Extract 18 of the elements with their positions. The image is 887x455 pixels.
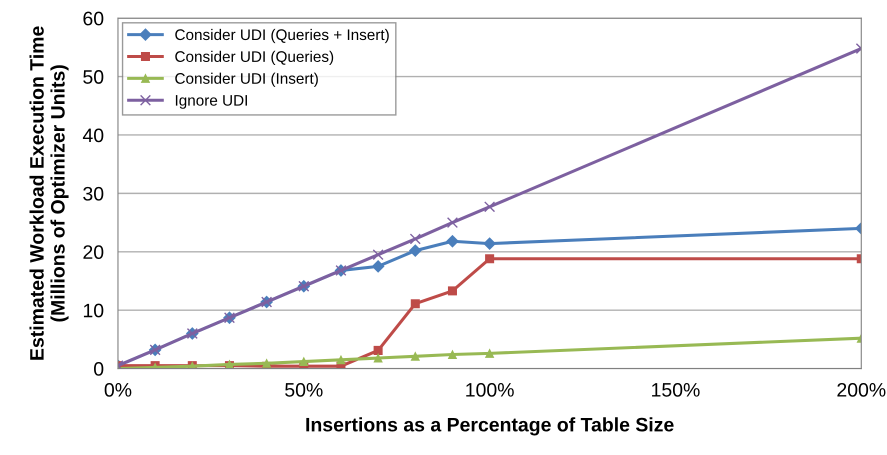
y-axis-title: Estimated Workload Execution Time (Millions of Optimizer Units) [29, 26, 69, 360]
y-tick-label: 0 [94, 362, 104, 376]
legend-label: Consider UDI (Queries) [175, 50, 334, 66]
legend-label: Consider UDI (Insert) [175, 72, 318, 87]
y-tick-label: 30 [83, 186, 104, 201]
y-tick-label: 50 [83, 70, 104, 84]
y-tick-label: 60 [83, 12, 104, 26]
x-tick-label: 50% [285, 382, 323, 397]
x-tick-label: 200% [837, 382, 886, 397]
y-tick-label: 20 [83, 245, 104, 260]
y-tick-label: 40 [82, 128, 104, 142]
y-tick-label: 10 [84, 304, 104, 318]
x-tick-label: 100% [466, 382, 514, 397]
legend-label: Consider UDI (Queries + Insert) [175, 28, 389, 44]
legend-label: Ignore UDI [176, 95, 247, 109]
x-axis-title: Insertions as a Percentage of Table Size [306, 417, 674, 436]
x-tick-label: 0% [104, 382, 132, 397]
x-tick-label: 150% [652, 382, 700, 397]
